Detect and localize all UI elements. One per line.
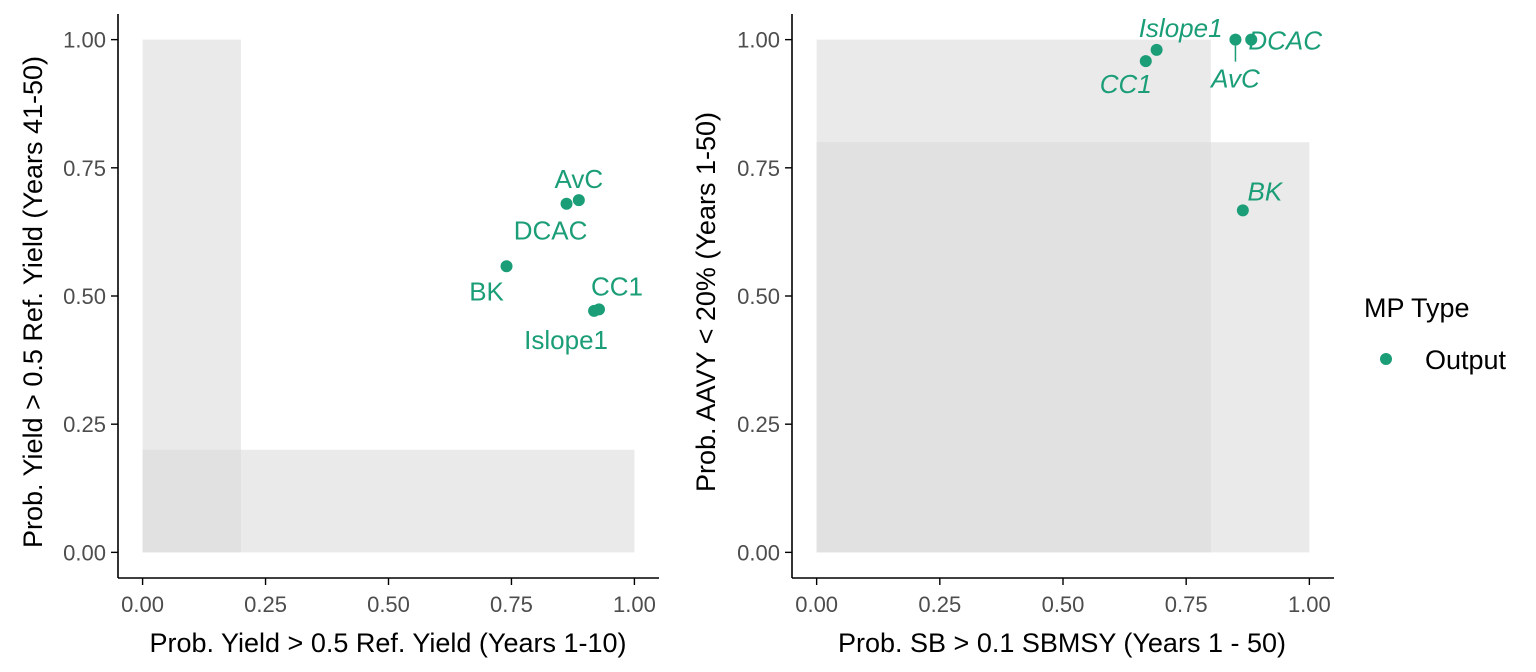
right-zone-1 [816,142,1310,553]
left-point-label-cc1: CC1 [591,271,643,301]
left-y-axis-title: Prob. Yield > 0.5 Ref. Yield (Years 41-5… [18,56,48,548]
right-axes: 0.00 0.25 0.50 0.75 1.00 0.00 0.25 0.50 0.75 1.00 [737,14,1334,617]
right-y-axis-title: Prob. AAVY < 20% (Years 1-50) [691,112,721,492]
right-point-avc [1229,33,1242,46]
left-y-tick-label-3: 0.75 [63,156,106,181]
right-zone-group [816,39,1310,553]
legend-label-output: Output [1425,345,1507,375]
left-zone-1 [142,449,635,553]
right-point-label-avc: AvC [1209,64,1260,94]
right-scatter-panel: 0.00 0.25 0.50 0.75 1.00 0.00 0.25 0.50 0.75 1.00… [691,13,1334,658]
left-point-label-bk: BK [469,276,504,306]
legend: MP Type Output [1364,293,1507,375]
left-y-tick-label-2: 0.50 [63,284,106,309]
left-x-axis-title: Prob. Yield > 0.5 Ref. Yield (Years 1-10… [149,628,626,658]
left-point-bk [500,260,513,273]
legend-title: MP Type [1364,293,1470,323]
left-point-label-islope1: Islope1 [524,325,608,355]
right-point-label-cc1: CC1 [1100,69,1152,99]
right-y-tick-label-1: 0.25 [737,412,780,437]
left-x-tick-label-2: 0.50 [367,592,410,617]
right-point-dcac [1245,33,1258,46]
left-scatter-panel: 0.00 0.25 0.50 0.75 1.00 0.00 0.25 0.50 0.75 1.00… [18,14,659,658]
right-x-tick-label-3: 0.75 [1165,592,1208,617]
left-point-dcac [560,197,573,210]
left-x-tick-label-1: 0.25 [244,592,287,617]
right-point-label-dcac: DCAC [1248,26,1322,56]
right-points [1139,33,1258,217]
legend-marker-output [1380,353,1392,365]
right-point-labels: Islope1 CC1 DCAC AvC BK [1100,13,1323,206]
right-y-tick-label-2: 0.50 [737,284,780,309]
left-point-avc [572,194,585,207]
right-y-tick-label-3: 0.75 [737,156,780,181]
right-x-tick-label-2: 0.50 [1042,592,1085,617]
left-y-tick-label-4: 1.00 [63,28,106,53]
left-axes: 0.00 0.25 0.50 0.75 1.00 0.00 0.25 0.50 0.75 1.00 [63,14,659,617]
left-x-tick-label-4: 1.00 [613,592,656,617]
left-points [500,194,605,317]
right-point-label-islope1: Islope1 [1139,13,1223,43]
left-y-tick-label-1: 0.25 [63,412,106,437]
left-zone-group [142,39,635,553]
left-point-labels: AvC DCAC BK CC1 Islope1 [469,164,643,355]
right-point-cc1 [1139,55,1152,68]
left-y-tick-label-0: 0.00 [63,540,106,565]
left-point-label-dcac: DCAC [514,216,588,246]
right-point-bk [1236,204,1249,217]
left-point-label-avc: AvC [555,164,604,194]
right-x-axis-title: Prob. SB > 0.1 SBMSY (Years 1 - 50) [838,628,1286,658]
left-x-tick-label-3: 0.75 [490,592,533,617]
right-x-tick-label-1: 0.25 [918,592,961,617]
left-point-islope1 [588,304,601,317]
left-x-tick-label-0: 0.00 [121,592,164,617]
right-y-tick-label-4: 1.00 [737,28,780,53]
right-point-label-bk: BK [1248,176,1284,206]
right-x-tick-label-4: 1.00 [1288,592,1331,617]
right-y-tick-label-0: 0.00 [737,540,780,565]
right-x-tick-label-0: 0.00 [795,592,838,617]
right-point-islope1 [1150,43,1163,56]
